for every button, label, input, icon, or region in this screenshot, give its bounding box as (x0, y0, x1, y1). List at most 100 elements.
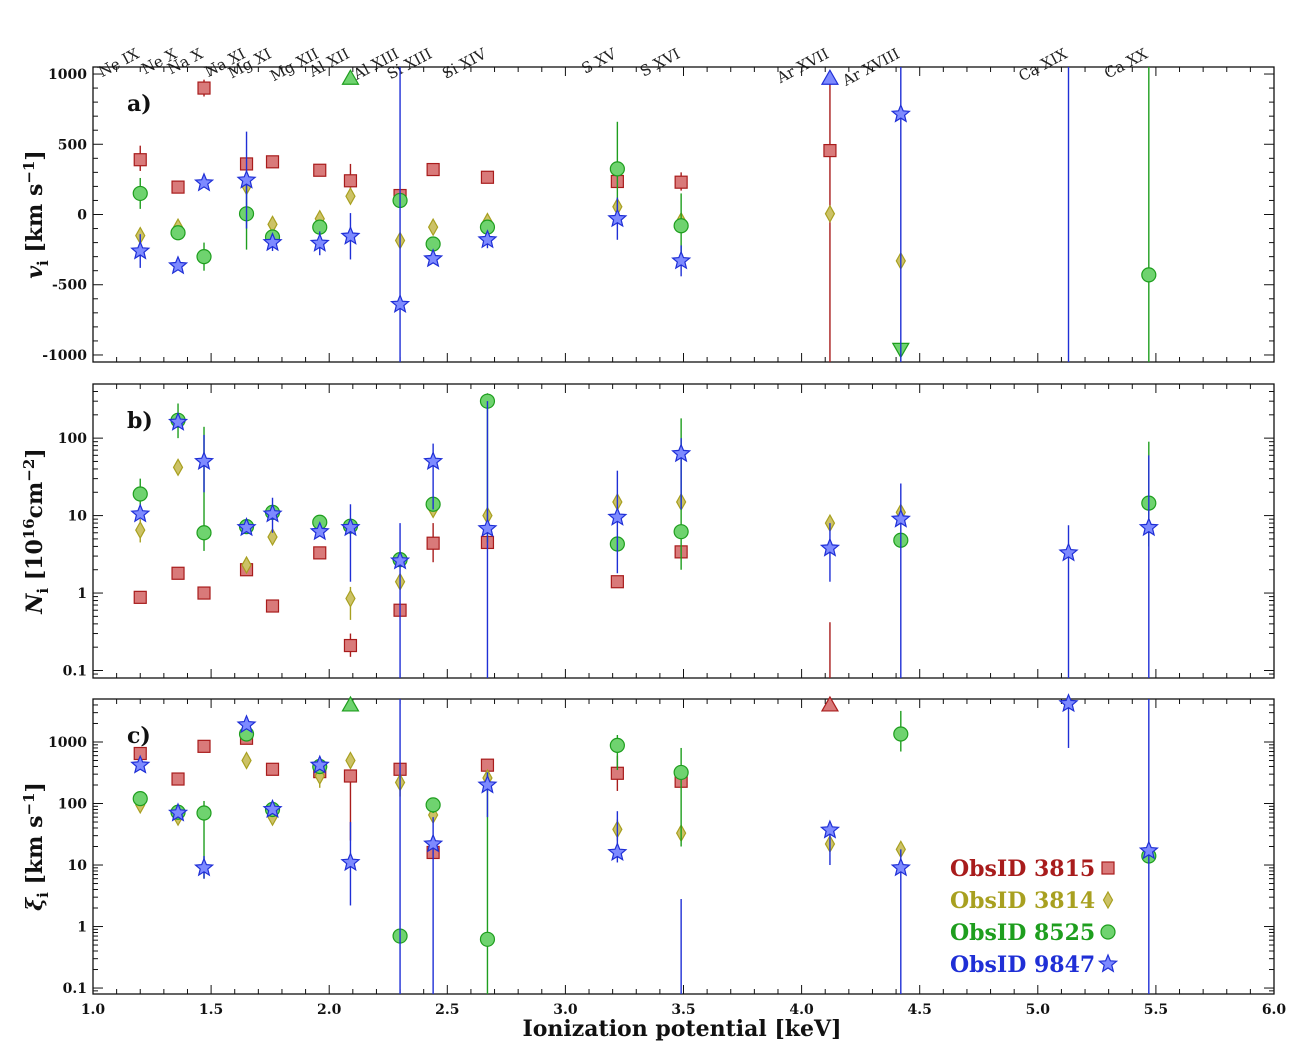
data-point-star (423, 833, 444, 853)
x-tick-label: 3.5 (671, 1002, 695, 1018)
data-point-square (674, 175, 688, 189)
data-point-star (819, 819, 841, 839)
y-tick-label: -500 (52, 278, 87, 294)
data-point-square (426, 536, 440, 550)
data-point-star (1058, 693, 1079, 713)
ion-label: Ca XX (1101, 44, 1151, 82)
data-point-diamond (1102, 890, 1114, 910)
data-point-star (389, 293, 411, 313)
data-point-diamond (345, 751, 356, 770)
data-point-square (133, 153, 147, 167)
panel-label: c) (127, 723, 151, 749)
y-tick-label: 0.1 (63, 981, 87, 997)
data-point-square (265, 762, 280, 776)
data-point-square (343, 174, 358, 188)
data-point-square (265, 155, 280, 169)
data-point-star (340, 225, 361, 245)
x-tick-label: 1.5 (199, 1002, 223, 1018)
data-point-star (1058, 542, 1079, 562)
data-point-star (193, 172, 215, 192)
ion-label: Ne IX (95, 44, 142, 80)
data-point-star (1138, 840, 1159, 860)
data-point-square (133, 590, 147, 604)
data-point-star (168, 411, 189, 431)
data-point-star (309, 754, 330, 774)
x-tick-label: 1.0 (81, 1002, 106, 1018)
y-axis-label-part: i (34, 892, 52, 898)
data-point-star (194, 450, 215, 470)
data-point-square (480, 170, 495, 184)
data-point-square (610, 575, 624, 589)
data-point-star (236, 714, 257, 734)
data-point-diamond (172, 458, 184, 477)
data-point-square (197, 586, 211, 600)
data-point-star (309, 232, 330, 252)
ion-label: S XV (579, 44, 621, 78)
panel-a-frame (92, 66, 1275, 363)
data-point-star (890, 103, 911, 123)
data-point-star (607, 208, 628, 228)
data-point-star (819, 537, 841, 557)
data-point-square (171, 566, 185, 580)
data-point-diamond (824, 204, 836, 224)
x-tick-label: 4.5 (908, 1002, 932, 1018)
data-point-square (171, 772, 185, 786)
data-point-limit-up (820, 695, 839, 712)
data-point-diamond (241, 555, 252, 575)
y-axis-label: vi [km s−1] (20, 150, 52, 279)
y-axis-label-part: i (34, 588, 52, 594)
y-axis-label: ξi [km s−1] (20, 782, 52, 911)
y-axis-label-part: ] (22, 150, 48, 160)
data-point-square (313, 163, 327, 177)
y-axis-label-part: −1 (20, 161, 38, 184)
y-axis-label-part: [10 (22, 539, 48, 588)
data-point-star (1097, 953, 1119, 973)
data-point-circle (196, 249, 212, 265)
data-point-star (423, 248, 444, 268)
data-point-diamond (267, 527, 278, 547)
ion-label: Ca XIX (1016, 44, 1071, 85)
data-point-square (265, 599, 280, 613)
data-point-star (130, 240, 151, 260)
x-tick-label: 2.0 (317, 1002, 342, 1018)
data-point-star (194, 857, 215, 877)
data-point-circle (893, 726, 909, 742)
data-point-circle (425, 797, 441, 813)
data-point-limit-up (341, 695, 360, 712)
y-axis-label-part: −2 (20, 459, 38, 482)
data-point-star (671, 443, 692, 463)
x-tick-label: 2.5 (435, 1002, 459, 1018)
data-point-square (197, 739, 211, 753)
y-axis-label-part: v (22, 266, 48, 279)
data-point-star (607, 506, 628, 526)
y-axis-label-part: N (22, 593, 48, 615)
data-point-star (340, 517, 361, 537)
y-tick-label: -1000 (42, 348, 87, 364)
data-point-limit-up (341, 69, 360, 85)
y-axis-label-part: 16 (20, 518, 38, 539)
legend-entry: ObsID 9847 (950, 952, 1095, 978)
data-point-star (1138, 517, 1159, 537)
data-point-diamond (345, 187, 356, 206)
data-point-diamond (345, 589, 356, 608)
data-point-square (426, 162, 440, 177)
data-point-diamond (241, 751, 252, 770)
data-point-star (262, 232, 283, 252)
y-axis-label-part: ξ (22, 897, 48, 911)
ion-label: Ar XVII (773, 45, 832, 88)
y-tick-label: 100 (58, 797, 87, 813)
data-point-square (343, 638, 358, 653)
data-point-star (423, 450, 444, 470)
y-axis-label: Ni [1016cm−2] (20, 448, 52, 615)
y-tick-label: 10 (68, 858, 88, 874)
y-tick-label: 10 (68, 509, 88, 525)
data-point-star (262, 503, 283, 523)
y-axis-label-part: i (34, 260, 52, 266)
data-point-circle (609, 737, 625, 754)
x-tick-label: 5.0 (1026, 1002, 1051, 1018)
y-tick-label: 0.1 (63, 663, 87, 679)
legend-entry: ObsID 3815 (950, 856, 1095, 882)
y-tick-label: 0 (77, 208, 87, 224)
x-tick-label: 4.0 (789, 1002, 814, 1018)
